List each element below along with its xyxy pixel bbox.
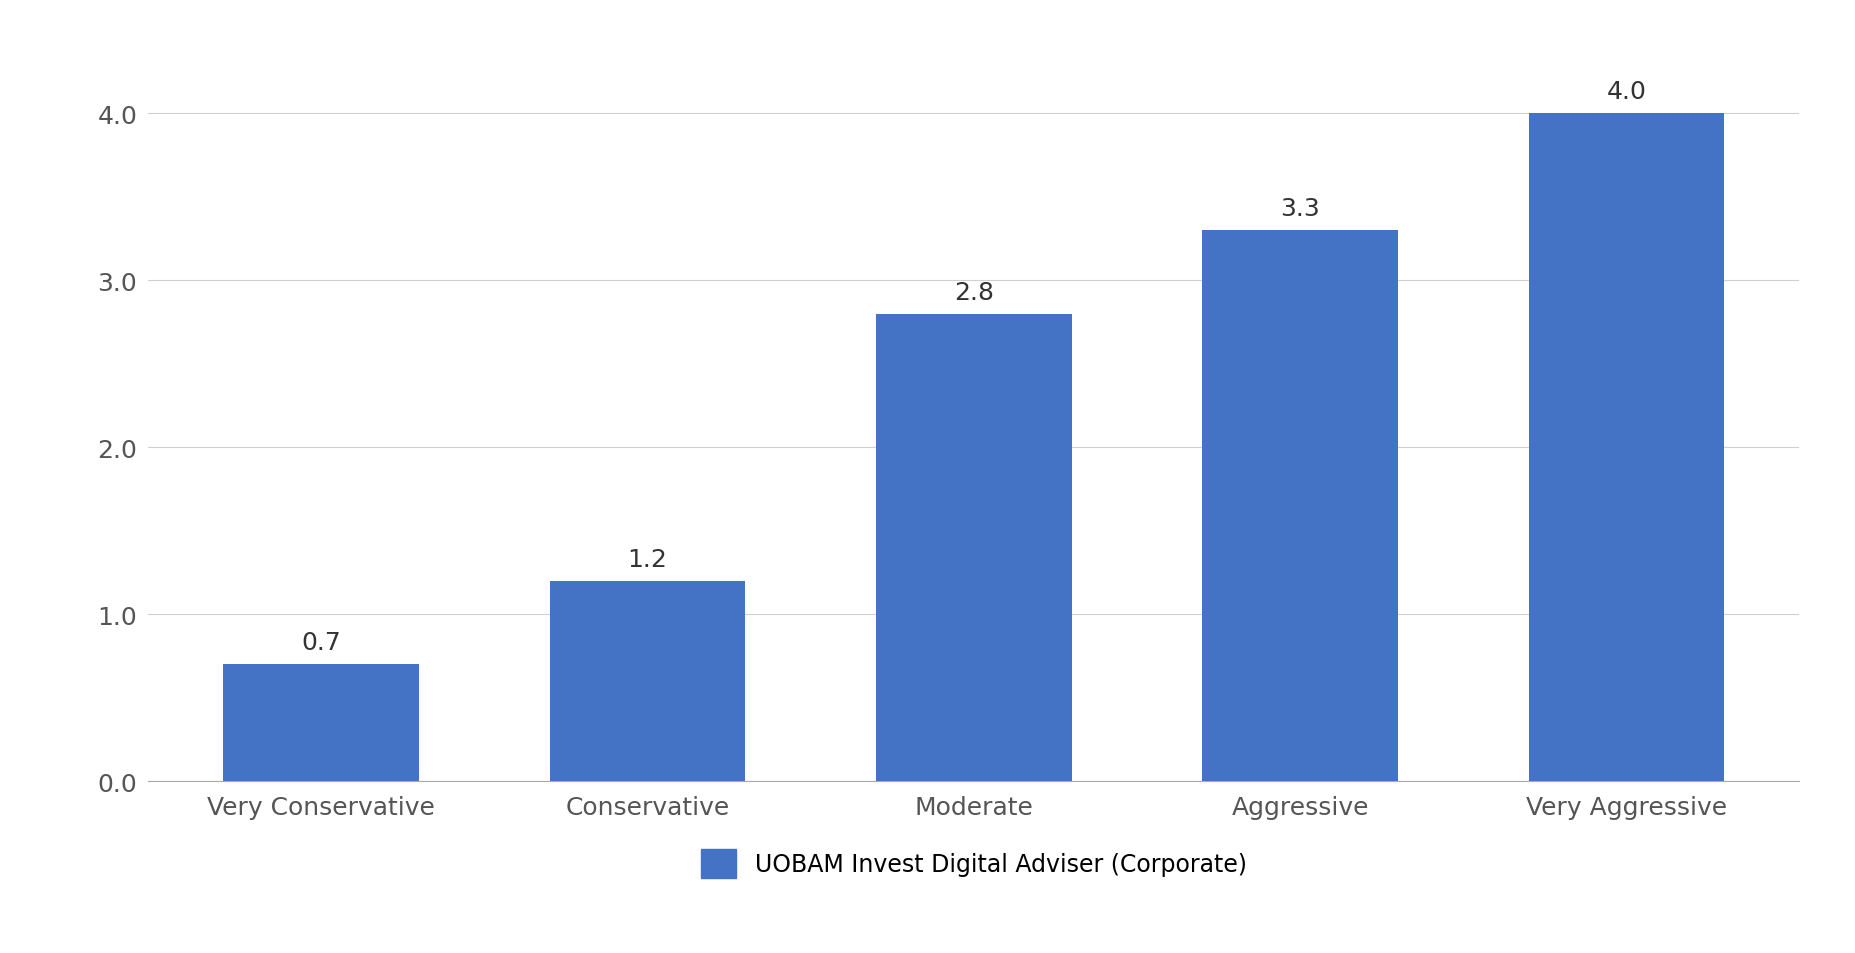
Bar — [223, 665, 419, 781]
Bar — [1202, 232, 1399, 781]
Text: 4.0: 4.0 — [1606, 80, 1647, 105]
Bar — [876, 314, 1072, 781]
Text: 2.8: 2.8 — [953, 280, 994, 305]
Text: 3.3: 3.3 — [1280, 197, 1321, 221]
Bar — [1529, 114, 1725, 781]
Legend: UOBAM Invest Digital Adviser (Corporate): UOBAM Invest Digital Adviser (Corporate) — [692, 840, 1256, 887]
Bar — [549, 581, 746, 781]
Text: 1.2: 1.2 — [627, 547, 668, 572]
Text: 0.7: 0.7 — [302, 631, 341, 655]
